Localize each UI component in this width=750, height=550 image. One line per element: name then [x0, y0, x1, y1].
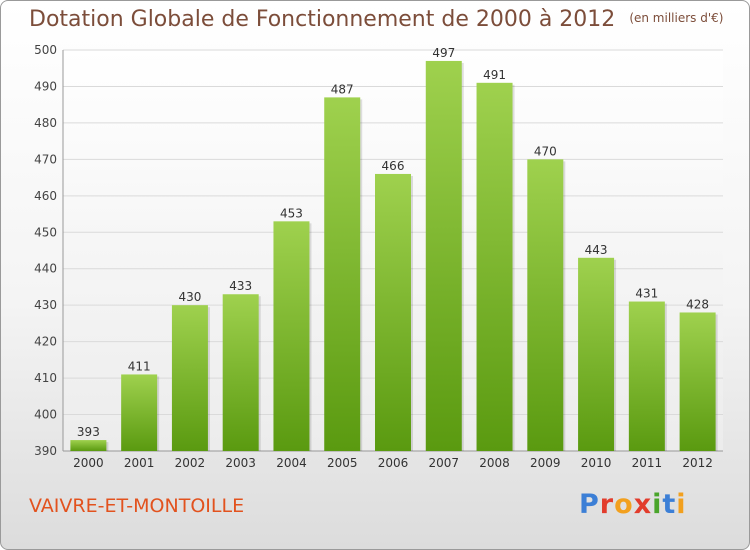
proxiti-logo: Proxiti: [579, 489, 687, 520]
y-tick-label: 390: [34, 444, 57, 458]
x-tick-label: 2008: [479, 456, 510, 470]
chart-unit: (en milliers d'€): [629, 11, 724, 25]
data-label: 393: [77, 425, 100, 439]
data-label: 430: [178, 290, 201, 304]
x-tick-label: 2005: [327, 456, 358, 470]
bar: [578, 257, 615, 451]
y-tick-label: 440: [34, 262, 57, 276]
bar: [324, 97, 361, 452]
logo-letter: r: [599, 489, 615, 520]
bar: [628, 301, 665, 451]
x-tick-label: 2001: [124, 456, 155, 470]
y-tick-label: 420: [34, 335, 57, 349]
y-tick-label: 490: [34, 79, 57, 93]
logo-letter: i: [652, 489, 663, 520]
bar: [70, 440, 107, 451]
logo-letter: o: [614, 489, 634, 520]
x-tick-label: 2006: [378, 456, 409, 470]
data-label: 466: [382, 159, 405, 173]
data-label: 470: [534, 144, 557, 158]
data-label: 431: [635, 287, 658, 301]
bar: [222, 294, 259, 451]
data-label: 453: [280, 206, 303, 220]
data-label: 443: [585, 243, 608, 257]
data-label: 433: [229, 279, 252, 293]
x-tick-label: 2004: [276, 456, 307, 470]
y-tick-label: 470: [34, 152, 57, 166]
data-label: 497: [432, 46, 455, 60]
data-label: 487: [331, 82, 354, 96]
x-tick-label: 2010: [581, 456, 612, 470]
bar: [121, 374, 158, 451]
bar: [679, 312, 716, 451]
bar: [375, 173, 411, 452]
bar: [273, 221, 310, 451]
x-tick-label: 2003: [225, 456, 256, 470]
x-tick-label: 2011: [632, 456, 663, 470]
bar: [476, 82, 513, 452]
y-tick-label: 480: [34, 116, 57, 130]
x-tick-label: 2000: [73, 456, 104, 470]
y-tick-label: 460: [34, 189, 57, 203]
bar: [171, 305, 208, 451]
x-tick-label: 2009: [530, 456, 561, 470]
data-label: 411: [128, 359, 151, 373]
y-tick-label: 450: [34, 225, 57, 239]
logo-letter: P: [579, 489, 600, 520]
commune-name: VAIVRE-ET-MONTOILLE: [29, 495, 245, 517]
bar: [527, 159, 564, 451]
logo-letter: t: [662, 489, 677, 520]
logo-letter: i: [676, 489, 687, 520]
y-tick-label: 410: [34, 371, 57, 385]
x-tick-label: 2012: [682, 456, 713, 470]
chart-title-text: Dotation Globale de Fonctionnement de 20…: [29, 7, 616, 32]
chart-title: Dotation Globale de Fonctionnement de 20…: [29, 7, 723, 32]
bar: [425, 60, 462, 451]
y-tick-label: 400: [34, 408, 57, 422]
logo-letter: x: [633, 489, 653, 520]
x-tick-label: 2002: [175, 456, 206, 470]
data-label: 428: [686, 297, 709, 311]
x-tick-label: 2007: [428, 456, 459, 470]
y-tick-label: 500: [34, 43, 57, 57]
y-tick-label: 430: [34, 298, 57, 312]
data-label: 491: [483, 68, 506, 82]
